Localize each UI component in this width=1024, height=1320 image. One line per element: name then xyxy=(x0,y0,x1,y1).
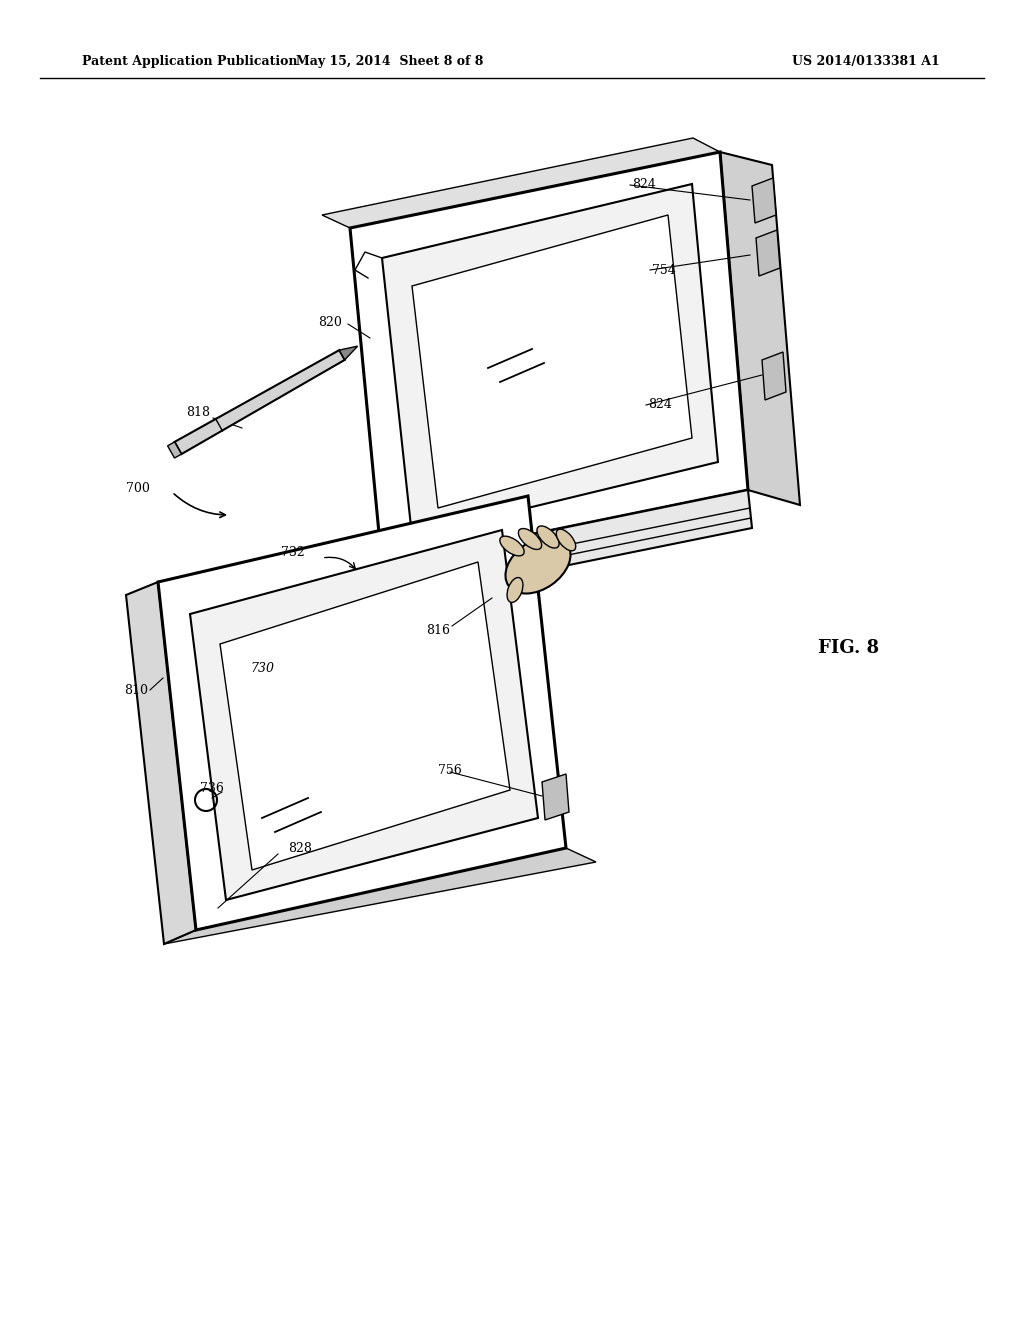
Text: 756: 756 xyxy=(438,763,462,776)
Text: FIG. 8: FIG. 8 xyxy=(818,639,880,657)
Polygon shape xyxy=(190,531,538,900)
Polygon shape xyxy=(174,350,345,454)
Polygon shape xyxy=(339,346,357,360)
Text: 754: 754 xyxy=(652,264,676,276)
Text: 818: 818 xyxy=(186,405,210,418)
Polygon shape xyxy=(752,178,776,223)
Polygon shape xyxy=(542,774,569,820)
Text: 828: 828 xyxy=(288,842,312,854)
Text: 700: 700 xyxy=(126,482,150,495)
Polygon shape xyxy=(720,152,800,506)
Polygon shape xyxy=(164,847,596,944)
Polygon shape xyxy=(168,442,181,458)
Polygon shape xyxy=(220,562,510,870)
Polygon shape xyxy=(126,582,196,944)
Ellipse shape xyxy=(518,528,542,549)
Polygon shape xyxy=(322,139,720,228)
Polygon shape xyxy=(756,230,780,276)
Polygon shape xyxy=(350,152,748,565)
Text: 824: 824 xyxy=(632,178,656,191)
Ellipse shape xyxy=(537,525,559,548)
Polygon shape xyxy=(382,490,752,602)
Text: 730: 730 xyxy=(250,661,274,675)
Text: 732: 732 xyxy=(282,545,305,558)
Ellipse shape xyxy=(507,578,523,602)
Text: Patent Application Publication: Patent Application Publication xyxy=(82,55,298,69)
Text: 816: 816 xyxy=(426,623,450,636)
Polygon shape xyxy=(412,215,692,508)
Text: 736: 736 xyxy=(200,781,224,795)
Polygon shape xyxy=(158,496,566,931)
Text: 824: 824 xyxy=(648,399,672,412)
Text: 820: 820 xyxy=(318,315,342,329)
Ellipse shape xyxy=(506,536,570,594)
Text: US 2014/0133381 A1: US 2014/0133381 A1 xyxy=(793,55,940,69)
Ellipse shape xyxy=(556,529,575,550)
Text: 810: 810 xyxy=(124,684,148,697)
Ellipse shape xyxy=(500,536,524,556)
Text: May 15, 2014  Sheet 8 of 8: May 15, 2014 Sheet 8 of 8 xyxy=(296,55,483,69)
Polygon shape xyxy=(382,183,718,536)
Polygon shape xyxy=(762,352,786,400)
